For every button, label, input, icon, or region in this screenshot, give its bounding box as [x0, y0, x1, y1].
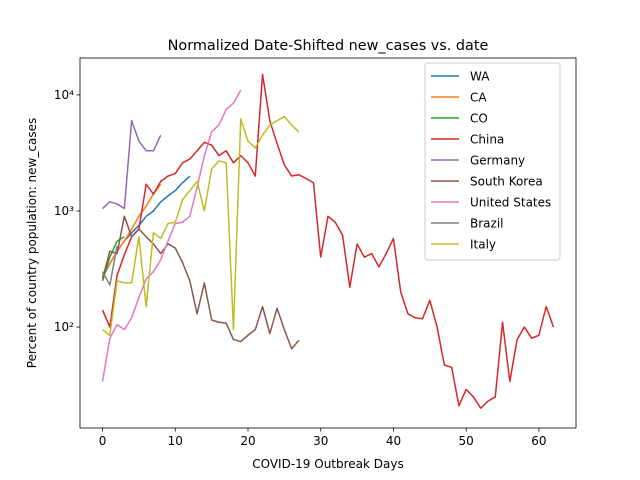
line-series	[101, 89, 242, 382]
axes-frame	[79, 57, 577, 429]
x-tick-label: 50	[459, 434, 474, 448]
legend-box	[424, 62, 561, 261]
y-tick-label: 10³	[54, 204, 74, 218]
x-axis-label: COVID-19 Outbreak Days	[252, 457, 404, 471]
y-axis-label: Percent of country population: new_cases	[25, 118, 39, 368]
legend-label: United States	[470, 196, 551, 210]
x-tick-label: 30	[313, 434, 328, 448]
legend-label: Brazil	[470, 217, 504, 231]
legend-label: Germany	[470, 154, 525, 168]
legend-label: Italy	[470, 238, 496, 252]
legend-label: South Korea	[470, 175, 543, 189]
line-series	[101, 183, 162, 276]
line-series	[102, 115, 300, 336]
x-tick-label: 20	[240, 434, 255, 448]
y-tick-label: 10²	[54, 320, 74, 334]
legend-label: CA	[470, 91, 487, 105]
line-series	[101, 215, 300, 350]
x-tick-label: 0	[99, 434, 107, 448]
x-tick-label: 60	[531, 434, 546, 448]
y-tick-label: 10⁴	[54, 88, 74, 102]
line-series	[101, 245, 118, 286]
x-tick-label: 40	[386, 434, 401, 448]
chart-title: Normalized Date-Shifted new_cases vs. da…	[168, 38, 489, 54]
legend-label: WA	[470, 70, 490, 84]
line-series	[101, 236, 125, 282]
plot-area	[101, 73, 555, 409]
x-tick-label: 10	[168, 434, 183, 448]
line-series	[101, 73, 555, 409]
line-series	[102, 119, 162, 210]
legend-label: CO	[470, 112, 488, 126]
legend-label: China	[470, 133, 504, 147]
